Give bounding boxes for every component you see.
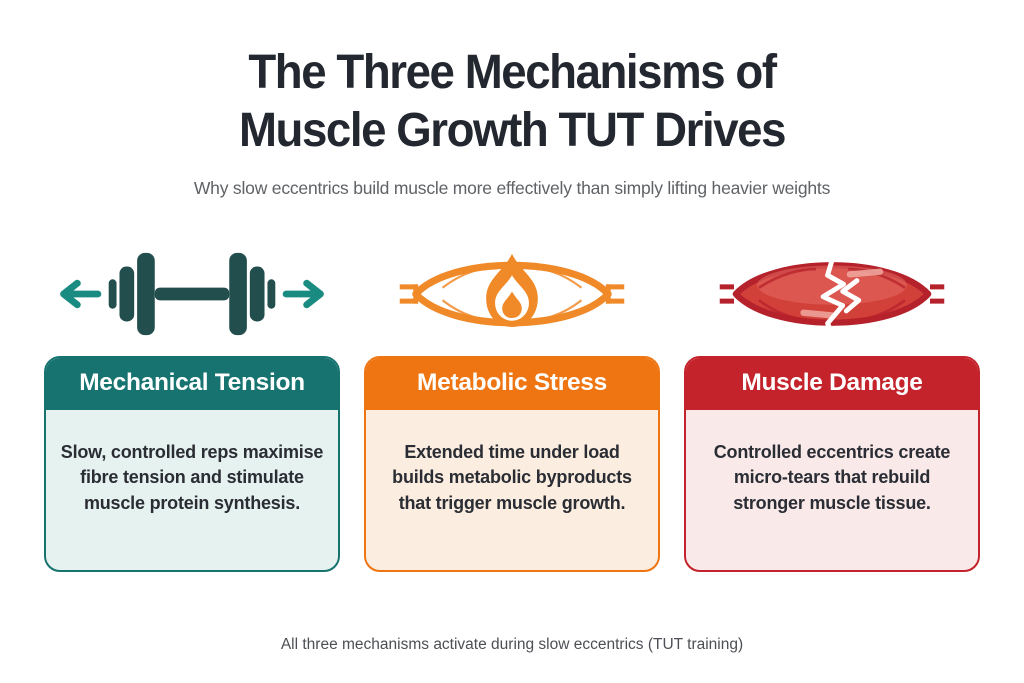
card-body-metabolic-stress: Extended time under load builds metaboli…: [392, 442, 632, 513]
footer-note: All three mechanisms activate during slo…: [280, 636, 744, 654]
muscle-tear-graphic: [719, 255, 945, 335]
muscle-flame-graphic: [399, 254, 625, 328]
card-metabolic-stress: Metabolic Stress Extended time under loa…: [364, 356, 660, 573]
title-line-2: Muscle Growth TUT Drives: [238, 104, 786, 158]
card-title-mechanical-tension: Mechanical Tension: [46, 358, 338, 411]
card-mechanical-tension: Mechanical Tension Slow, controlled reps…: [44, 356, 340, 573]
card-body-muscle-damage: Controlled eccentrics create micro-tears…: [713, 442, 951, 513]
card-title-metabolic-stress: Metabolic Stress: [366, 358, 658, 411]
page-subtitle: Why slow eccentrics build muscle more ef…: [193, 178, 831, 199]
page-title: The Three Mechanisms of Muscle Growth TUT…: [26, 44, 999, 160]
muscle-tear-icon: [684, 245, 980, 343]
cards-row: Mechanical Tension Slow, controlled reps…: [44, 356, 980, 573]
card-body-mechanical-tension: Slow, controlled reps maximise fibre ten…: [60, 442, 324, 513]
muscle-flame-icon: [364, 245, 660, 343]
icons-row: [44, 245, 980, 343]
card-muscle-damage: Muscle Damage Controlled eccentrics crea…: [684, 356, 980, 573]
card-title-muscle-damage: Muscle Damage: [686, 358, 978, 411]
dumbbell-tension-icon: [44, 245, 340, 343]
title-line-1: The Three Mechanisms of: [248, 46, 777, 99]
dumbbell-arrows-graphic: [60, 252, 324, 336]
